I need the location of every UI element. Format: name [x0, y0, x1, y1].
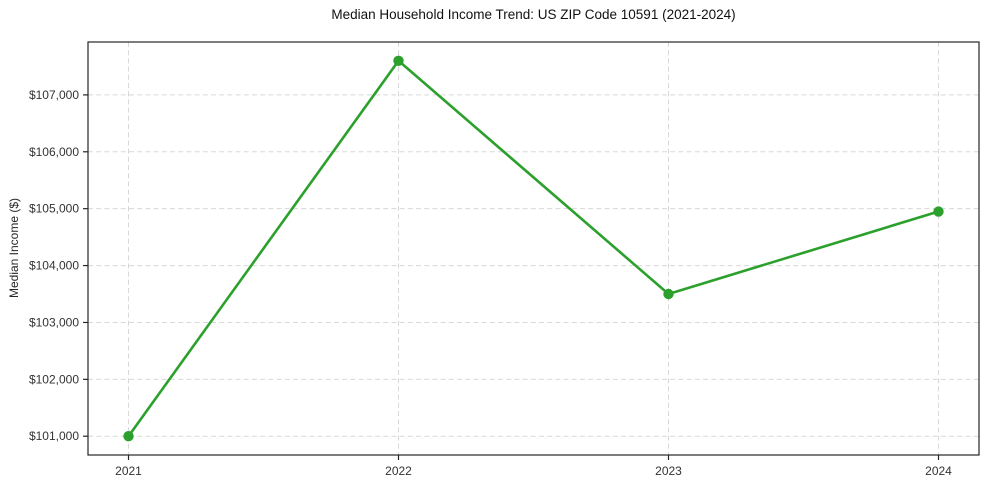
- data-point-2022: [393, 55, 404, 66]
- data-point-2021: [123, 431, 134, 442]
- y-tick-label: $103,000: [29, 315, 79, 329]
- x-tick-label: 2021: [115, 464, 142, 478]
- y-tick-label: $102,000: [29, 372, 79, 386]
- x-tick-label: 2024: [925, 464, 952, 478]
- plot-border: [87, 41, 980, 456]
- y-tick-label: $107,000: [29, 88, 79, 102]
- series-line: [127, 59, 940, 438]
- x-tick-label: 2022: [385, 464, 412, 478]
- data-point-2024: [933, 206, 944, 217]
- y-tick-label: $101,000: [29, 429, 79, 443]
- y-tick-label: $106,000: [29, 145, 79, 159]
- y-tick-label: $105,000: [29, 202, 79, 216]
- x-tick-label: 2023: [655, 464, 682, 478]
- data-point-2023: [663, 288, 674, 300]
- y-tick-label: $104,000: [29, 259, 79, 273]
- chart-title: Median Household Income Trend: US ZIP Co…: [331, 7, 736, 22]
- y-axis-title: Median Income ($): [7, 197, 21, 299]
